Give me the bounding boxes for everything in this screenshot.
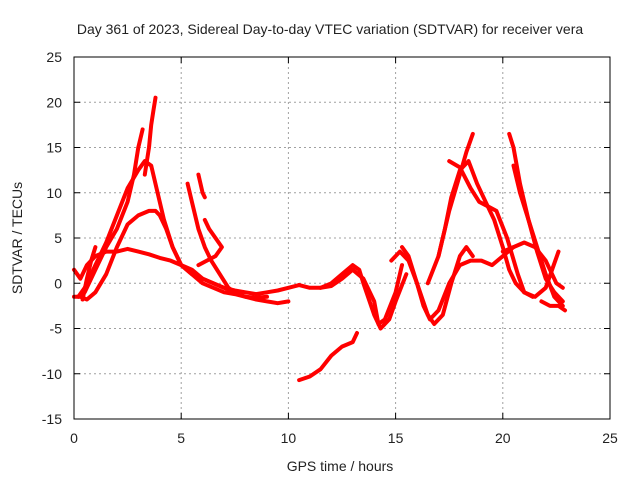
ticks <box>73 56 611 420</box>
x-axis-title: GPS time / hours <box>287 458 394 474</box>
x-tick-label: 10 <box>281 430 297 446</box>
y-axis-title: SDTVAR / TECUs <box>9 182 25 294</box>
series-line-arc-9 <box>196 217 224 268</box>
y-tick-label: 15 <box>46 140 62 156</box>
series-line-arc-17 <box>447 159 527 295</box>
series-line-arc-14 <box>389 245 516 322</box>
series-line-arc-7 <box>185 181 237 295</box>
x-tick-label: 5 <box>177 430 185 446</box>
chart-title: Day 361 of 2023, Sidereal Day-to-day VTE… <box>77 21 583 37</box>
series-line-arc-11 <box>297 263 404 326</box>
y-tick-label: 10 <box>46 185 62 201</box>
series-line-arc-21 <box>522 249 561 299</box>
y-tick-label: 25 <box>46 49 62 65</box>
y-tick-label: 20 <box>46 94 62 110</box>
y-tick-label: -10 <box>42 366 62 382</box>
y-tick-label: -15 <box>42 411 62 427</box>
x-tick-label: 25 <box>602 430 618 446</box>
series-line-arc-5 <box>142 95 158 177</box>
y-tick-label: -5 <box>50 321 63 337</box>
y-tick-labels: -15 -10 -5 0 5 10 15 20 25 <box>42 49 62 427</box>
series-line-arc-10 <box>297 331 359 383</box>
series-line-arc-16 <box>436 159 535 299</box>
series-line-arc-20 <box>500 240 565 290</box>
series-line-arc-22 <box>539 299 567 313</box>
series-line-arc-12 <box>318 263 409 331</box>
y-tick-label: 0 <box>54 275 62 291</box>
x-tick-label: 20 <box>495 430 511 446</box>
x-tick-label: 15 <box>388 430 404 446</box>
series-line-arc-6 <box>80 245 98 302</box>
x-tick-label: 0 <box>70 430 78 446</box>
series-line-arc-3 <box>76 159 291 306</box>
series-group <box>72 95 567 383</box>
series-line-arc-4 <box>82 127 145 295</box>
series-line-arc-8 <box>196 172 207 200</box>
x-tick-labels: 0 5 10 15 20 25 <box>70 430 618 446</box>
y-tick-label: 5 <box>54 230 62 246</box>
